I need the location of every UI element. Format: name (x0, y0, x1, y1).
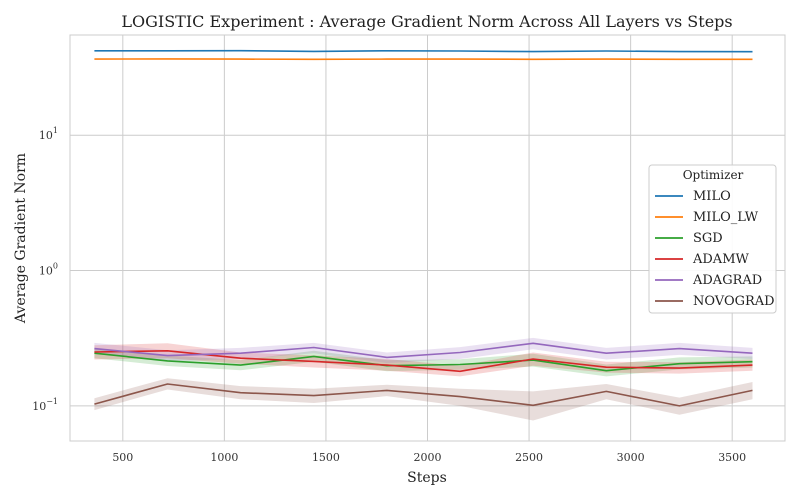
x-tick-label: 500 (112, 451, 133, 464)
adagrad-band (94, 337, 753, 364)
y-tick-label: 100 (39, 262, 58, 278)
legend: Optimizer MILO MILO_LW SGD ADAMW ADAGRAD NOVO… (648, 164, 777, 314)
legend-label-novograd: NOVOGRAD (693, 294, 775, 309)
x-tick-label: 3500 (718, 451, 746, 464)
milo-line (94, 49, 753, 53)
sgd-band (94, 348, 753, 377)
legend-label-adagrad: ADAGRAD (692, 273, 762, 288)
x-tick-label: 1500 (312, 451, 340, 464)
legend-label-milo: MILO (693, 189, 731, 204)
legend-label-milo-lw: MILO_LW (693, 210, 759, 225)
grid (70, 35, 785, 441)
legend-title: Optimizer (683, 168, 744, 182)
y-axis-label: Average Gradient Norm (13, 153, 29, 324)
x-tick-label: 2000 (414, 451, 442, 464)
adagrad-line (94, 342, 753, 359)
novograd-line (94, 383, 753, 407)
legend-label-adamw: ADAMW (692, 252, 750, 267)
legend-label-sgd: SGD (693, 231, 723, 246)
x-tick-label: 1000 (210, 451, 238, 464)
x-axis-label: Steps (407, 470, 447, 486)
legend-box (648, 164, 777, 314)
x-tick-label: 2500 (515, 451, 543, 464)
y-tick-label: 101 (39, 126, 58, 142)
x-tick-label: 3000 (617, 451, 645, 464)
y-tick-label: 10−1 (32, 397, 58, 413)
series-lines (94, 49, 753, 407)
tick-labels: 500 1000 1500 2000 2500 3000 3500 10−1 100 101 (32, 126, 746, 464)
chart-title: LOGISTIC Experiment : Average Gradient N… (121, 12, 732, 31)
novograd-band (94, 378, 753, 421)
